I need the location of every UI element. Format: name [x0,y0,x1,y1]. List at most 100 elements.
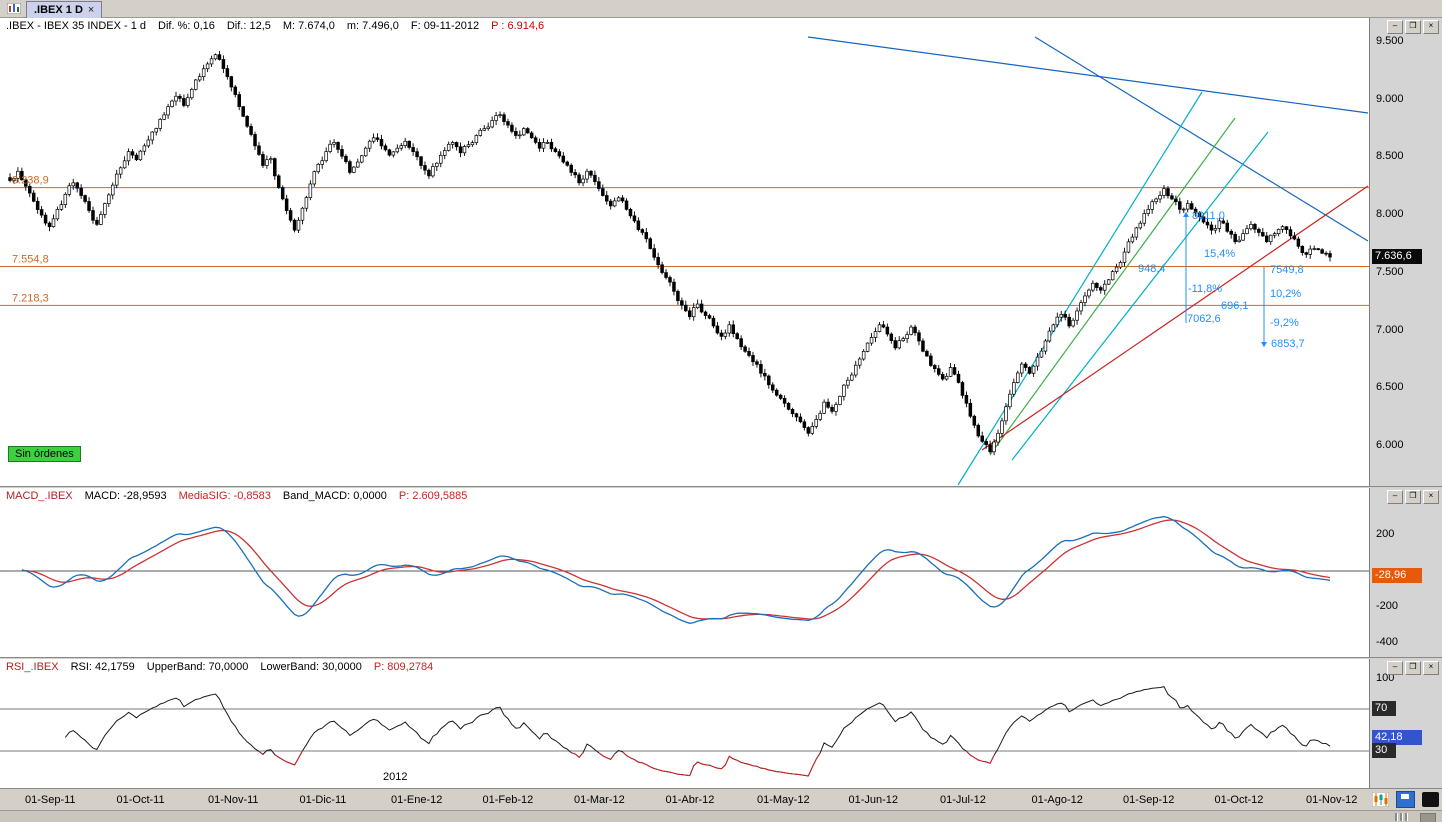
candle-body [332,142,336,145]
time-axis-label: 01-Abr-12 [665,794,715,806]
rsi-chart-canvas [0,676,1370,788]
candle-body [284,198,289,211]
price-axis-tick: 8.000 [1376,208,1404,221]
candle-body [917,332,921,342]
time-axis-label: 01-May-12 [757,794,810,806]
candle-body [1023,363,1028,368]
candle-body [944,375,949,380]
candle-body [893,340,898,349]
price-axis-tick: 7.500 [1376,265,1404,278]
info-bar-segment: F: 09-11-2012 [410,20,480,32]
candle-body [1114,266,1119,272]
measure-label: -11,8% [1188,283,1222,295]
trendline [1034,36,1369,242]
close-button[interactable]: × [1423,661,1439,675]
tab-close-icon[interactable]: × [87,4,95,16]
candle-body [909,326,913,335]
candle-body [118,167,123,175]
save-icon[interactable] [1396,791,1415,808]
rsi-oversold-segment [274,750,303,766]
candle-body [1106,279,1111,285]
candle-body [1229,230,1233,235]
candle-body [1146,209,1150,214]
candle-body [537,142,542,149]
chart-icon [7,3,21,14]
minimize-button[interactable]: – [1387,661,1403,675]
candle-body [336,142,340,150]
minimize-button[interactable]: – [1387,20,1403,34]
tab-ibex-1d[interactable]: .IBEX 1 D × [26,1,103,18]
resize-grip[interactable] [1395,813,1408,821]
candle-body [12,178,16,181]
corner-toolbar [1372,791,1439,808]
candle-body [387,149,392,156]
candle-body [1312,248,1316,250]
candle-body [111,184,115,196]
candle-body [865,342,870,352]
measure-label: 948,4 [1138,263,1166,275]
candle-body [688,310,692,318]
candle-body [636,220,641,230]
candle-body [597,181,601,189]
candle-body [1059,314,1064,318]
candle-body [885,326,890,335]
candle-body [348,161,352,173]
measure-label: 696,1 [1221,300,1249,312]
maximize-button[interactable]: ❒ [1405,20,1421,34]
candle-body [964,395,969,404]
macd-header-segment: MACD_.IBEX [6,490,73,502]
candle-body [324,151,328,162]
candle-body [695,303,700,308]
candle-body [1134,227,1139,238]
window-icon[interactable] [1422,792,1439,807]
candle-body [605,195,609,202]
candle-body [589,170,593,176]
candle-body [16,170,20,179]
candle-body [889,333,894,341]
candle-body [217,54,222,60]
candle-body [1004,406,1008,422]
candle-body [1035,356,1040,367]
candle-body [1126,241,1131,253]
candle-body [743,346,747,352]
candle-body [470,142,475,146]
candle-body [755,361,759,365]
candle-body [1316,248,1320,250]
candle-body [1178,201,1182,210]
macd-header: MACD_.IBEX MACD: -28,9593 MediaSIG: -0,858… [0,488,1370,509]
candle-body [652,248,656,258]
candle-body [138,150,143,161]
candle-body [771,384,775,391]
value-axis-tick: 200 [1376,528,1395,540]
candle-body [1008,393,1012,408]
candle-body [47,222,52,228]
candle-body [209,58,214,65]
info-bar-segment: P : 6.914,6 [491,20,545,32]
candle-body [518,134,522,137]
candle-body [1182,208,1186,211]
candle-body [75,182,79,189]
candle-body [352,166,356,173]
price-axis: 9.500 9.000 8.500 8.000 7.500 7.000 6.500 6.000… [1369,18,1442,486]
maximize-button[interactable]: ❒ [1405,490,1421,504]
time-axis-label: 01-Feb-12 [482,794,534,806]
info-bar-segment: Dif.: 12,5 [226,20,271,32]
maximize-button[interactable]: ❒ [1405,661,1421,675]
candle-body [316,164,321,173]
close-button[interactable]: × [1423,490,1439,504]
candle-body [869,337,874,344]
candle-body [976,424,981,437]
candle-body [608,200,613,207]
minimize-button[interactable]: – [1387,490,1403,504]
candle-body [897,340,901,349]
close-button[interactable]: × [1423,20,1439,34]
candle-body [154,128,158,133]
candle-body [1328,253,1332,258]
candle-body [1253,224,1257,230]
candle-body [877,324,882,332]
candle-body [952,367,957,375]
rsi-axis: 100 70 42,18 30 [1369,659,1442,788]
candle-body [1209,224,1214,231]
candle-body [1102,283,1107,291]
candlestick-chart-icon[interactable] [1372,792,1389,807]
